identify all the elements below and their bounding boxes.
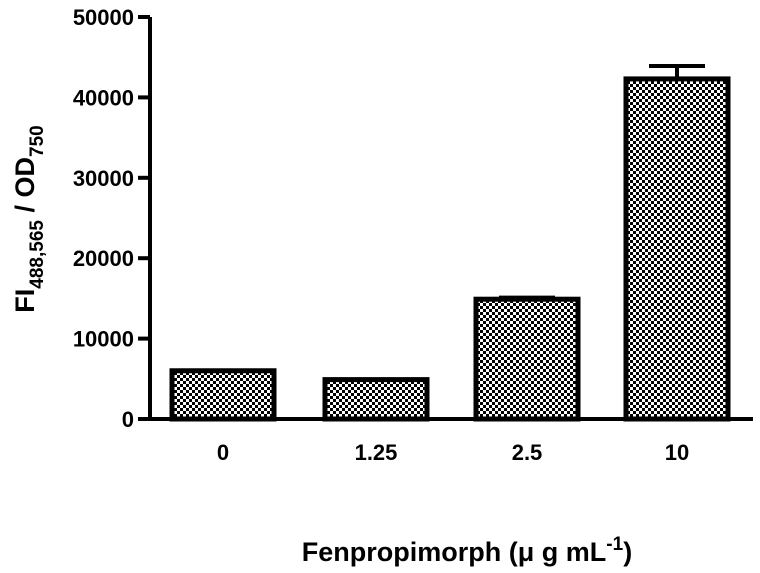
- x-ticks-layer: 0 1.25 2.5 10: [217, 440, 689, 465]
- y-axis-title-sub2: 750: [27, 125, 48, 157]
- y-tick-label-0: 0: [122, 407, 134, 432]
- bar-1: [322, 377, 430, 422]
- y-tick-label-4: 40000: [73, 85, 134, 110]
- x-axis-title-main: Fenpropimorph (μ g mL: [302, 537, 607, 567]
- x-axis-title: Fenpropimorph (μ g mL-1): [302, 534, 632, 567]
- error-bars-layer: [499, 64, 705, 300]
- y-tick-label-3: 30000: [73, 166, 134, 191]
- y-axis-title-mid: / OD: [10, 157, 40, 220]
- x-tick-label-1: 1.25: [355, 440, 398, 465]
- x-axis-title-sup: -1: [606, 534, 623, 555]
- x-tick-label-2: 2.5: [512, 440, 543, 465]
- y-axis-title-main: FI: [10, 289, 40, 313]
- y-tick-label-2: 20000: [73, 246, 134, 271]
- x-axis-title-tail: ): [623, 537, 632, 567]
- y-axis-title-sub1: 488,565: [27, 220, 48, 289]
- y-tick-label-1: 10000: [73, 327, 134, 352]
- bar-2: [473, 296, 581, 422]
- bar-0: [169, 368, 277, 422]
- y-tick-label-5: 50000: [73, 5, 134, 30]
- bar-3: [623, 76, 731, 422]
- x-tick-label-3: 10: [665, 440, 689, 465]
- y-ticks-layer: 0 10000 20000 30000 40000 50000: [73, 5, 150, 432]
- y-axis-title: FI488,565 / OD750: [10, 125, 48, 312]
- x-tick-label-0: 0: [217, 440, 229, 465]
- bars-layer: [169, 76, 731, 422]
